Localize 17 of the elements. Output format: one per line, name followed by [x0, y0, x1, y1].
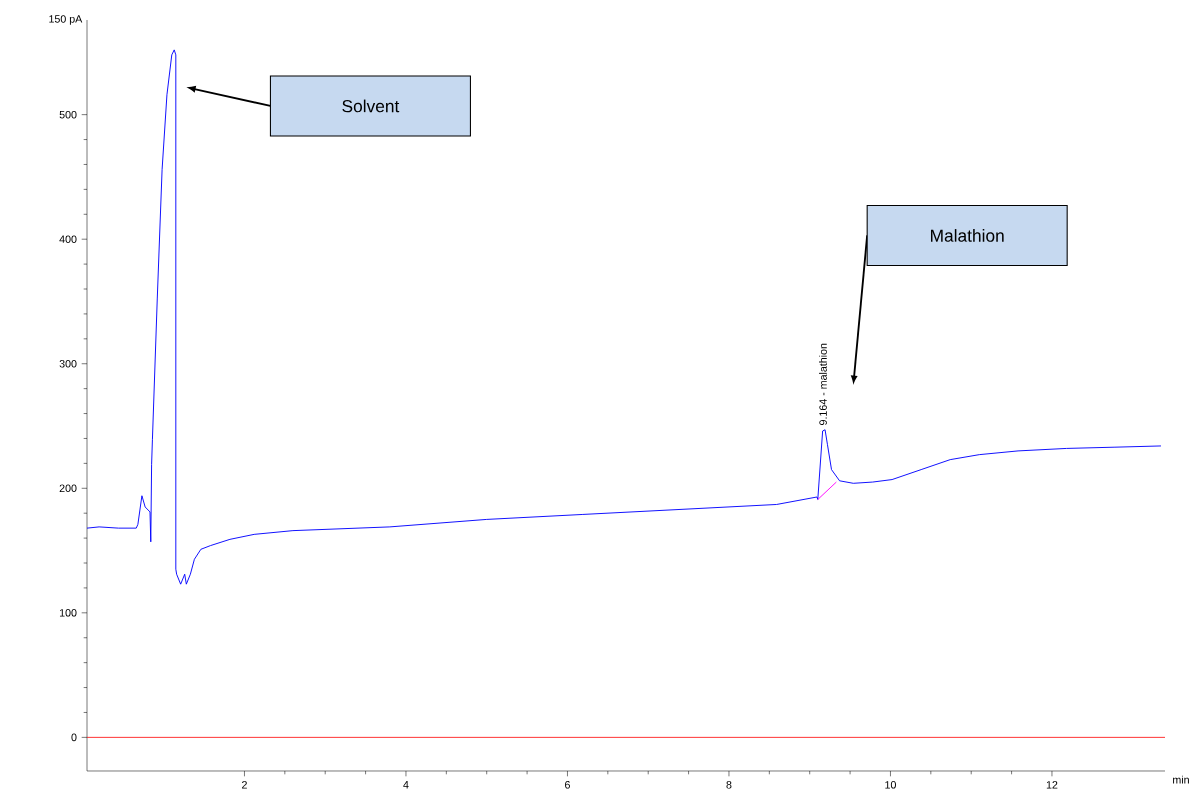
y-tick-label: 500 [59, 110, 77, 119]
y-tick-label: 100 [59, 609, 77, 617]
annotation: Malathion [931, 229, 1004, 242]
x-tick-label: 6 [565, 781, 570, 789]
x-tick-label: 10 [885, 781, 896, 789]
y-axis-title: 150 pA [49, 15, 83, 25]
y-tick-label: 200 [59, 484, 77, 493]
x-tick-label: 12 [1046, 781, 1058, 789]
x-axis-title: min [1173, 775, 1189, 784]
y-tick-label: 400 [59, 235, 77, 243]
y-tick-label: 0 [71, 733, 77, 742]
y-tick-label: 300 [59, 359, 77, 368]
annotation: Solvent [342, 99, 400, 113]
x-tick-label: 2 [242, 781, 247, 789]
x-tick-label: 4 [403, 781, 409, 789]
annotation: 9.164 - malathion [819, 343, 827, 425]
x-tick-label: 8 [726, 781, 732, 789]
